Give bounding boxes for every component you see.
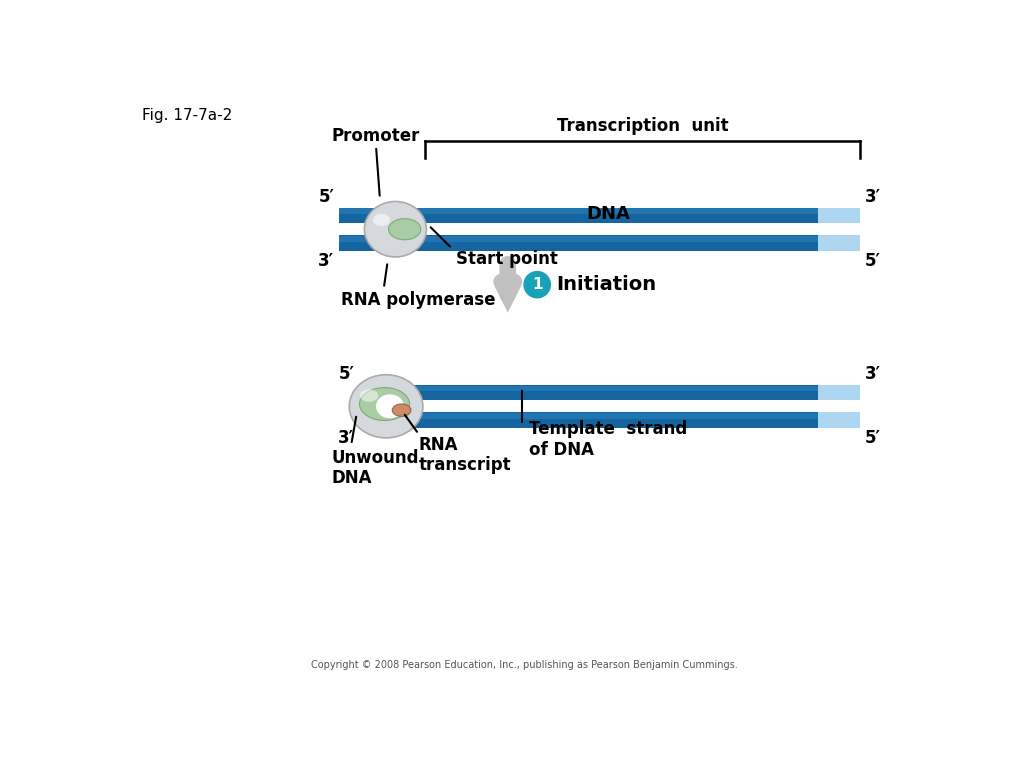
Ellipse shape xyxy=(388,219,421,240)
Text: 5′: 5′ xyxy=(338,366,354,383)
FancyBboxPatch shape xyxy=(339,236,860,242)
FancyBboxPatch shape xyxy=(339,223,860,235)
Ellipse shape xyxy=(349,375,423,438)
FancyBboxPatch shape xyxy=(818,412,860,428)
Ellipse shape xyxy=(359,389,378,402)
FancyBboxPatch shape xyxy=(818,235,860,251)
Text: 3′: 3′ xyxy=(338,429,354,448)
FancyBboxPatch shape xyxy=(339,208,860,214)
Text: 1: 1 xyxy=(531,277,543,292)
FancyBboxPatch shape xyxy=(359,413,860,419)
Text: 5′: 5′ xyxy=(865,429,881,448)
Ellipse shape xyxy=(365,201,426,257)
Text: 3′: 3′ xyxy=(318,253,334,270)
Text: RNA
transcript: RNA transcript xyxy=(419,435,511,475)
Circle shape xyxy=(524,272,550,298)
FancyBboxPatch shape xyxy=(359,385,860,400)
Ellipse shape xyxy=(376,394,403,419)
Ellipse shape xyxy=(373,214,390,226)
Text: Initiation: Initiation xyxy=(556,275,656,294)
Text: 3′: 3′ xyxy=(865,366,881,383)
Text: RNA polymerase: RNA polymerase xyxy=(341,291,496,309)
Text: 3′: 3′ xyxy=(865,188,881,206)
Text: 5′: 5′ xyxy=(318,188,334,206)
Text: DNA: DNA xyxy=(587,205,631,223)
Text: 5′: 5′ xyxy=(865,253,881,270)
Text: Promoter: Promoter xyxy=(332,127,420,144)
Ellipse shape xyxy=(392,404,411,416)
FancyBboxPatch shape xyxy=(818,207,860,223)
FancyBboxPatch shape xyxy=(818,385,860,400)
Text: Fig. 17-7a-2: Fig. 17-7a-2 xyxy=(142,108,232,123)
Text: Template  strand
of DNA: Template strand of DNA xyxy=(529,420,688,459)
Text: Start point: Start point xyxy=(456,250,558,268)
FancyArrowPatch shape xyxy=(500,264,515,313)
Text: Unwound
DNA: Unwound DNA xyxy=(332,449,419,488)
Text: Copyright © 2008 Pearson Education, Inc., publishing as Pearson Benjamin Cumming: Copyright © 2008 Pearson Education, Inc.… xyxy=(311,660,738,670)
FancyBboxPatch shape xyxy=(339,207,860,223)
Ellipse shape xyxy=(359,388,410,420)
FancyBboxPatch shape xyxy=(359,386,860,391)
FancyBboxPatch shape xyxy=(359,412,860,428)
Text: Transcription  unit: Transcription unit xyxy=(557,117,728,134)
FancyBboxPatch shape xyxy=(359,400,860,412)
FancyBboxPatch shape xyxy=(339,235,860,251)
